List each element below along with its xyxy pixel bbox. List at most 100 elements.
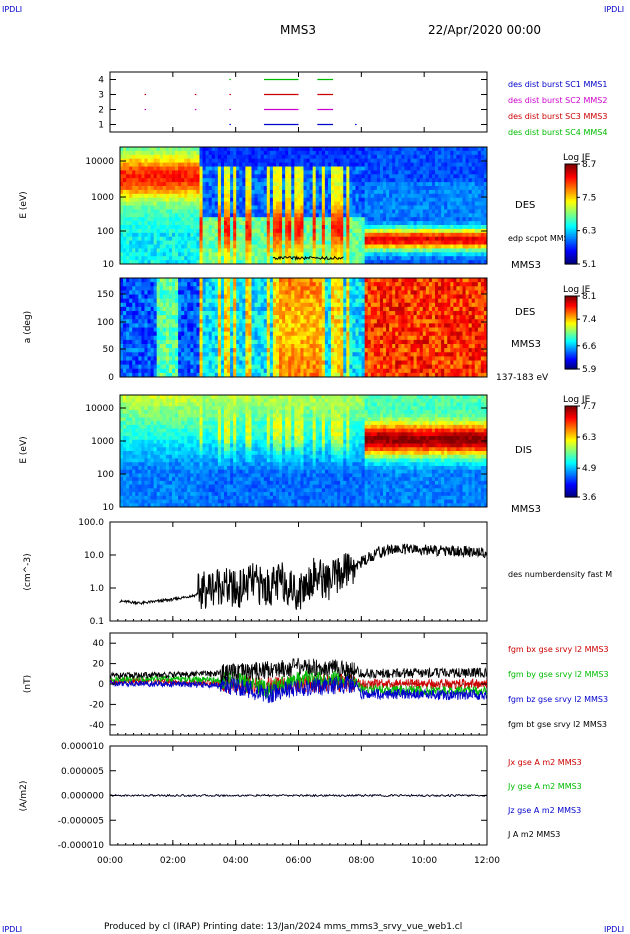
spectrogram-cell xyxy=(233,162,237,167)
spectrogram-cell xyxy=(220,282,225,287)
spectrogram-cell xyxy=(327,252,332,257)
spectrogram-cell xyxy=(171,298,176,304)
spectrogram-cell xyxy=(138,331,142,337)
spectrogram-cell xyxy=(370,213,375,218)
spectrogram-cell xyxy=(428,193,433,199)
spectrogram-cell xyxy=(263,178,268,183)
spectrogram-cell xyxy=(214,360,219,366)
spectrogram-cell xyxy=(162,290,167,295)
spectrogram-cell xyxy=(266,344,271,349)
spectrogram-cell xyxy=(257,286,262,291)
spectrogram-cell xyxy=(214,294,219,300)
spectrogram-cell xyxy=(438,162,442,167)
spectrogram-cell xyxy=(239,201,243,206)
spectrogram-cell xyxy=(129,352,133,357)
spectrogram-cell xyxy=(202,170,207,175)
spectrogram-cell xyxy=(468,178,473,183)
spectrogram-cell xyxy=(251,282,256,287)
spectrogram-cell xyxy=(159,147,164,152)
spectrogram-cell xyxy=(456,170,460,175)
spectrogram-cell xyxy=(413,178,418,183)
spectrogram-cell xyxy=(364,170,369,175)
spectrogram-cell xyxy=(159,240,164,245)
spectrogram-cell xyxy=(312,201,317,206)
spectrogram-cell xyxy=(282,232,286,238)
spectrogram-cell xyxy=(401,174,405,179)
spectrogram-cell xyxy=(272,193,277,199)
spectrogram-cell xyxy=(187,311,191,316)
spectrogram-cell xyxy=(223,311,228,316)
colorbar-cell xyxy=(565,234,577,237)
spectrogram-cell xyxy=(190,319,194,324)
spectrogram-cell xyxy=(285,232,289,238)
spectrogram-cell xyxy=(291,240,295,245)
spectrogram-cell xyxy=(441,228,445,234)
spectrogram-cell xyxy=(254,150,259,156)
spectrogram-cell xyxy=(236,166,240,171)
spectrogram-cell xyxy=(416,217,421,222)
spectrogram-cell xyxy=(324,166,329,171)
spectrogram-cell xyxy=(462,154,467,160)
spectrogram-cell xyxy=(126,302,130,308)
spectrogram-cell xyxy=(196,221,201,226)
spectrogram-cell xyxy=(217,294,222,300)
spectrogram-cell xyxy=(184,256,188,261)
spectrogram-cell xyxy=(150,331,155,337)
spectrogram-cell xyxy=(428,154,433,160)
spectrogram-cell xyxy=(190,344,194,349)
spectrogram-cell xyxy=(147,294,152,300)
spectrogram-cell xyxy=(233,189,237,195)
spectrogram-cell xyxy=(165,331,170,337)
spectrogram-cell xyxy=(272,244,277,249)
spectrogram-cell xyxy=(165,170,170,175)
spectrogram-cell xyxy=(309,186,314,191)
spectrogram-cell xyxy=(245,248,249,253)
spectrogram-cell xyxy=(205,174,210,179)
spectrogram-cell xyxy=(211,147,216,152)
spectrogram-cell xyxy=(150,197,155,203)
spectrogram-cell xyxy=(120,260,124,264)
spectrogram-cell xyxy=(165,240,170,245)
spectrogram-cell xyxy=(468,217,473,222)
spectrogram-cell xyxy=(129,197,133,203)
spectrogram-cell xyxy=(138,319,142,324)
spectrogram-cell xyxy=(416,174,421,179)
spectrogram-cell xyxy=(245,352,249,357)
spectrogram-cell xyxy=(242,364,246,370)
spectrogram-cell xyxy=(257,256,262,261)
spectrogram-cell xyxy=(441,221,445,226)
spectrogram-cell xyxy=(254,368,259,374)
spectrogram-cell xyxy=(193,306,197,312)
spectrogram-cell xyxy=(168,315,173,320)
spectrogram-cell xyxy=(175,298,179,304)
spectrogram-cell xyxy=(214,232,219,238)
des-energy-label-scpot: edp scpot MMS3 xyxy=(508,234,574,243)
spectrogram-cell xyxy=(404,221,408,226)
spectrogram-cell xyxy=(389,147,393,152)
spectrogram-cell xyxy=(269,189,274,195)
spectrogram-cell xyxy=(279,166,283,171)
spectrogram-cell xyxy=(196,213,201,218)
spectrogram-cell xyxy=(135,260,139,264)
spectrogram-cell xyxy=(236,315,240,320)
spectrogram-cell xyxy=(480,252,485,257)
spectrogram-cell xyxy=(456,147,460,152)
spectrogram-cell xyxy=(352,154,356,160)
spectrogram-cell xyxy=(456,189,460,195)
spectrogram-cell xyxy=(404,182,408,187)
spectrogram-cell xyxy=(291,178,295,183)
spectrogram-cell xyxy=(337,178,341,183)
spectrogram-cell xyxy=(334,225,338,230)
spectrogram-cell xyxy=(156,209,161,214)
spectrogram-cell xyxy=(123,240,127,245)
spectrogram-cell xyxy=(248,162,253,167)
spectrogram-cell xyxy=(251,344,256,349)
spectrogram-cell xyxy=(248,344,253,349)
spectrogram-cell xyxy=(422,170,427,175)
spectrogram-cell xyxy=(202,209,207,214)
spectrogram-cell xyxy=(217,158,222,164)
spectrogram-cell xyxy=(129,344,133,349)
spectrogram-cell xyxy=(190,166,194,171)
spectrogram-cell xyxy=(171,339,176,345)
spectrogram-cell xyxy=(285,228,289,234)
